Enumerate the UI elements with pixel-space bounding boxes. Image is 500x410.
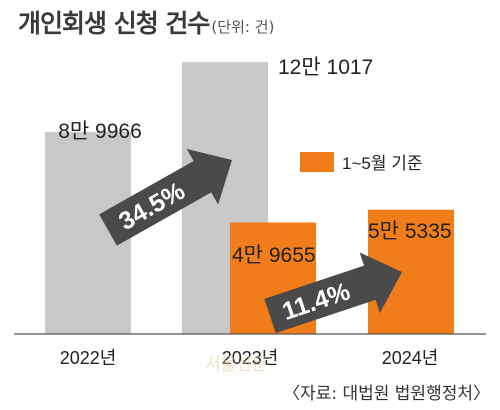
value-label-jan-may-2: 4만 9655	[232, 244, 316, 267]
x-tick-label-2: 2023년	[222, 348, 279, 368]
chart-title: 개인회생 신청 건수	[18, 9, 210, 38]
x-tick-label-3: 2024년	[382, 348, 439, 368]
unit-label: (단위: 건)	[211, 18, 275, 36]
growth-arrow-2022-2023-shape	[99, 148, 232, 246]
growth-arrow-2023-2024-shape	[264, 252, 402, 334]
watermark: 서울신문	[205, 355, 268, 375]
value-label-jan-may-3: 5만 5335	[368, 220, 452, 243]
source-note: 〈자료: 대법원 법원행정처〉	[283, 384, 490, 404]
value-label-total-1: 8만 9966	[58, 120, 142, 143]
legend-label: 1~5월 기준	[342, 154, 422, 173]
legend-swatch	[300, 152, 334, 172]
x-tick-label-1: 2022년	[60, 348, 117, 368]
value-label-total-2: 12만 1017	[278, 56, 373, 79]
title-block: 개인회생 신청 건수 (단위: 건)	[18, 4, 274, 40]
